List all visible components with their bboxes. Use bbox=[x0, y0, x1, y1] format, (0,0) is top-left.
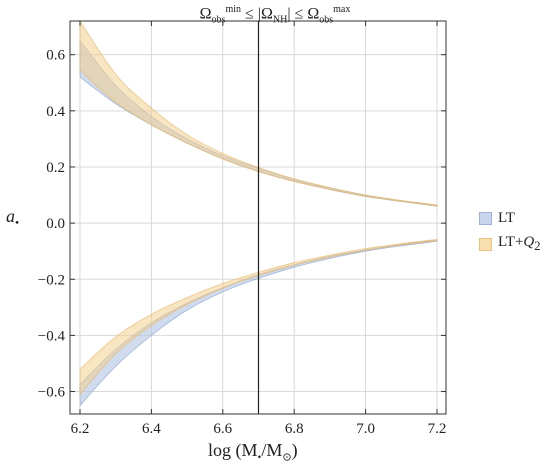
legend-item-lt-q2: LT+Q2 bbox=[479, 231, 541, 257]
legend: LT LT+Q2 bbox=[479, 205, 541, 257]
legend-swatch-lt bbox=[479, 211, 492, 225]
x-tick-label-4: 7.0 bbox=[356, 421, 375, 437]
plot-frame bbox=[69, 20, 447, 415]
x-tick-label-2: 6.6 bbox=[213, 421, 232, 437]
band-lower-lt-q2 bbox=[79, 238, 438, 396]
ticks: 6.2 6.4 6.6 6.8 7.0 7.2 −0.6 −0.4 −0.2 0.0 0.2 0.4 0… bbox=[38, 21, 447, 437]
chart-title: Ωobsmin ≤ |ΩNH| ≤ Ωobsmax bbox=[199, 4, 351, 26]
x-tick-label-5: 7.2 bbox=[428, 421, 447, 437]
legend-item-lt: LT bbox=[479, 205, 541, 231]
legend-swatch-lt-q2 bbox=[479, 237, 492, 251]
y-tick-label-5: 0.4 bbox=[46, 104, 65, 120]
y-tick-label-3: 0.0 bbox=[46, 216, 65, 232]
y-tick-label-6: 0.6 bbox=[46, 48, 65, 64]
y-tick-label-2: −0.2 bbox=[38, 272, 65, 288]
x-tick-label-1: 6.4 bbox=[142, 421, 161, 437]
y-tick-label-1: −0.4 bbox=[38, 328, 66, 344]
y-axis-label: a• bbox=[6, 206, 20, 230]
x-tick-label-0: 6.2 bbox=[71, 421, 90, 437]
legend-label-lt-q2: LT+Q2 bbox=[498, 234, 541, 253]
x-tick-label-3: 6.8 bbox=[285, 421, 304, 437]
y-tick-label-4: 0.2 bbox=[46, 160, 65, 176]
x-axis-label: log (M•/M⊙) bbox=[208, 440, 298, 464]
y-tick-label-0: −0.6 bbox=[38, 385, 66, 401]
legend-label-lt: LT bbox=[498, 209, 515, 226]
